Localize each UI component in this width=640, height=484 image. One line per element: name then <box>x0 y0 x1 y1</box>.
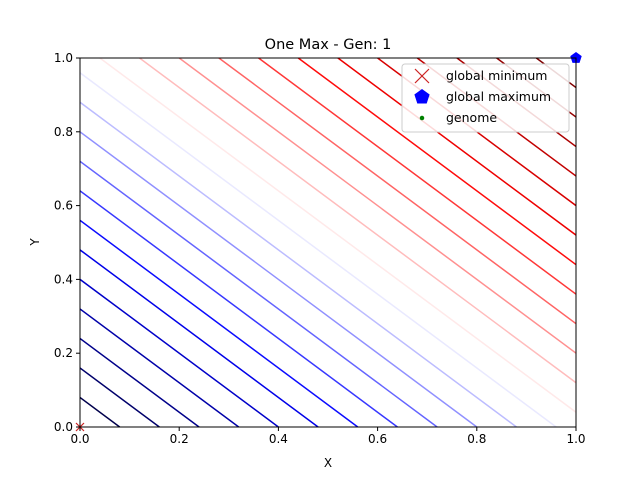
contour-line-18 <box>337 58 576 236</box>
y-tick-label: 0.0 <box>54 420 73 434</box>
x-axis: 0.0 0.2 0.4 0.6 0.8 1.0 <box>70 427 586 446</box>
y-tick-label: 1.0 <box>54 51 73 65</box>
contour-line-2 <box>80 337 200 427</box>
contour-line-12 <box>99 58 576 413</box>
legend-marker-1 <box>414 89 430 104</box>
marker-series-1-point-0 <box>570 52 582 63</box>
contour-line-13 <box>139 58 576 384</box>
contour-line-7 <box>80 190 398 427</box>
y-tick-label: 0.6 <box>54 199 73 213</box>
contour-line-11 <box>80 72 557 427</box>
contour-line-10 <box>80 101 517 427</box>
contour-line-5 <box>80 249 319 427</box>
chart-title: One Max - Gen: 1 <box>265 37 392 53</box>
legend-box <box>401 63 570 133</box>
legend-entry-0: global minimum <box>446 68 547 83</box>
x-tick-label: 0.4 <box>269 432 288 446</box>
legend: global minimum global maximum genome <box>401 63 570 133</box>
plot-frame <box>79 57 577 428</box>
legend-marker-0 <box>414 68 430 84</box>
y-tick-label: 0.2 <box>54 346 73 360</box>
contour-line-6 <box>80 219 359 427</box>
legend-entry-2: genome <box>446 110 497 125</box>
contour-line-8 <box>80 160 438 427</box>
x-tick-label: 0.2 <box>170 432 189 446</box>
contour-line-4 <box>80 278 279 427</box>
contour-line-1 <box>80 367 160 427</box>
y-axis: 0.0 0.2 0.4 0.6 0.8 1.0 <box>54 51 80 434</box>
x-axis-label: X <box>324 456 332 470</box>
contour-line-3 <box>80 308 240 427</box>
contour-line-16 <box>258 58 576 295</box>
x-tick-label: 0.0 <box>70 432 89 446</box>
contour-line-15 <box>218 58 576 325</box>
contour-line-14 <box>178 58 576 354</box>
y-axis-label: Y <box>28 238 42 247</box>
y-tick-label: 0.4 <box>54 272 73 286</box>
y-tick-label: 0.8 <box>54 125 73 139</box>
contour-line-9 <box>80 131 478 427</box>
x-tick-label: 0.6 <box>368 432 387 446</box>
contour-line-17 <box>297 58 576 266</box>
legend-entry-1: global maximum <box>446 89 551 104</box>
legend-marker-2 <box>419 115 425 121</box>
x-tick-label: 0.8 <box>467 432 486 446</box>
contour-line-0 <box>80 396 121 427</box>
x-tick-label: 1.0 <box>566 432 585 446</box>
